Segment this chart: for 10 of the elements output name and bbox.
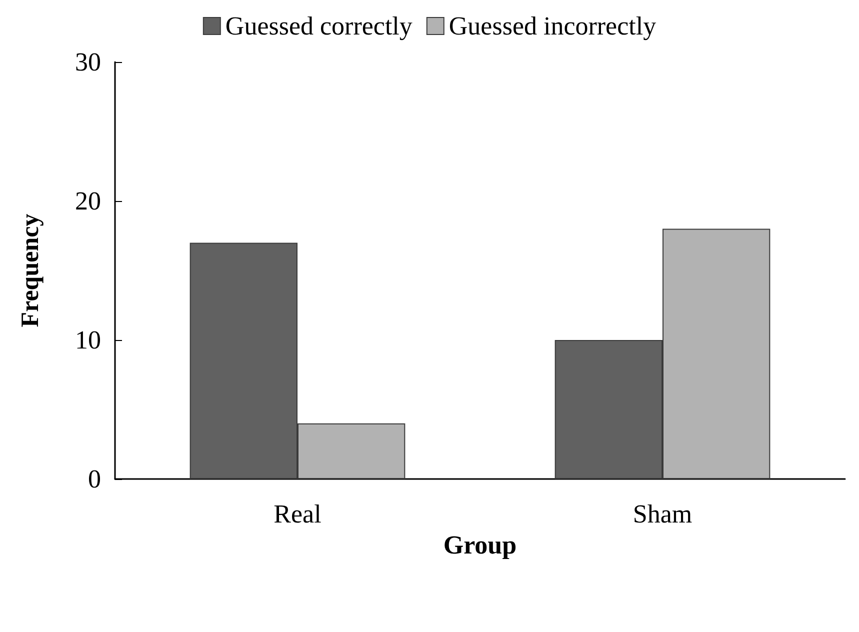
y-tick-label: 20: [75, 186, 101, 216]
y-tick-label: 0: [88, 464, 101, 494]
x-tick-label: Real: [274, 500, 322, 528]
legend-label: Guessed incorrectly: [448, 12, 656, 40]
x-axis-title: Group: [443, 530, 517, 560]
y-axis-title: Frequency: [17, 213, 44, 328]
x-tick-label: Sham: [632, 500, 692, 528]
y-tick-label: 10: [75, 326, 101, 354]
y-tick-label: 30: [75, 48, 101, 76]
legend-label: Guessed correctly: [225, 12, 412, 40]
